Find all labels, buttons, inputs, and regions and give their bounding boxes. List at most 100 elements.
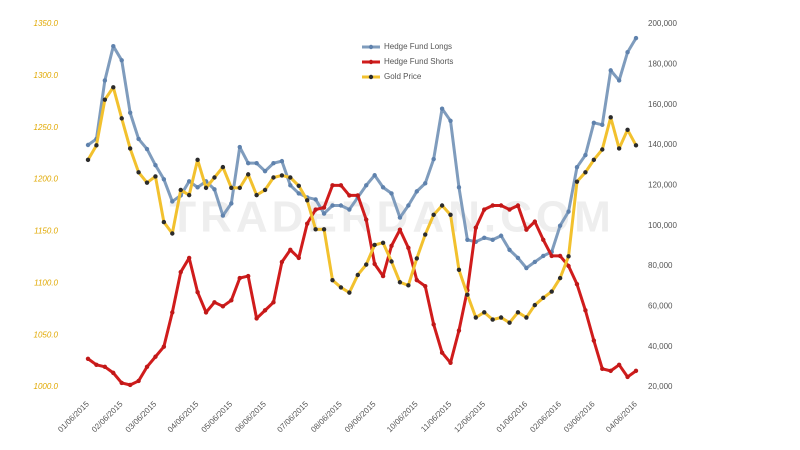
data-point [296, 183, 301, 188]
y-tick-label: 1100.0 [34, 278, 58, 287]
data-point [111, 85, 116, 90]
data-point [380, 185, 386, 190]
data-point [364, 217, 369, 222]
data-point [515, 310, 521, 315]
data-point [94, 362, 99, 368]
data-point [439, 106, 445, 111]
data-point [195, 157, 200, 163]
data-point [153, 174, 158, 179]
data-point [321, 227, 327, 232]
y-tick-label: 1000.0 [34, 382, 59, 391]
data-point [490, 317, 495, 322]
data-point [338, 285, 344, 290]
data-point [254, 316, 259, 321]
y2-tick-label: 60,000 [648, 301, 673, 310]
data-point [448, 118, 453, 124]
data-point [127, 382, 133, 388]
data-point [549, 289, 554, 294]
data-point [507, 207, 512, 212]
data-point [490, 237, 495, 242]
data-point [85, 157, 91, 163]
x-tick-label: 02/06/2015 [90, 399, 125, 434]
data-point [439, 350, 445, 355]
data-point [245, 160, 251, 166]
x-tick-label: 03/06/2016 [562, 399, 597, 434]
data-point [583, 152, 588, 158]
data-point [600, 147, 605, 152]
data-point [229, 185, 234, 191]
data-point [473, 225, 479, 230]
data-point [397, 280, 403, 285]
data-point [212, 187, 217, 192]
data-point [431, 212, 436, 218]
data-point [161, 344, 167, 349]
data-point [389, 243, 394, 249]
data-point [144, 146, 150, 152]
data-point [220, 304, 226, 309]
data-point [574, 281, 580, 287]
data-point [153, 162, 158, 168]
data-point [456, 267, 462, 273]
y2-tick-label: 160,000 [648, 100, 677, 109]
data-point [203, 310, 209, 315]
data-point [557, 223, 563, 228]
data-point [498, 203, 504, 208]
data-point [372, 173, 377, 178]
y-tick-label: 1200.0 [34, 175, 59, 184]
data-point [406, 203, 411, 208]
data-point [566, 263, 571, 269]
data-point [633, 35, 639, 41]
x-tick-label: 01/06/2016 [495, 399, 530, 434]
data-point [490, 203, 495, 208]
data-point [397, 227, 403, 232]
data-point [600, 366, 605, 372]
data-point [633, 143, 639, 148]
data-point [338, 203, 344, 208]
data-point [507, 247, 512, 253]
data-point [127, 110, 133, 115]
x-tick-label: 10/06/2015 [385, 399, 420, 434]
data-point [591, 120, 597, 126]
x-tick-label: 02/06/2016 [528, 399, 563, 434]
data-point [633, 368, 639, 374]
data-point [279, 173, 285, 178]
data-point [305, 198, 310, 203]
data-point [465, 292, 470, 297]
data-point [431, 156, 436, 162]
data-point [372, 242, 377, 248]
data-point [482, 207, 487, 212]
data-point [296, 255, 301, 261]
data-point [625, 374, 630, 380]
data-point [186, 179, 192, 184]
y2-tick-label: 120,000 [648, 180, 677, 189]
x-tick-label: 06/06/2015 [233, 399, 268, 434]
x-tick-label: 03/06/2015 [124, 399, 159, 434]
data-point [591, 157, 597, 163]
x-tick-label: 08/06/2015 [309, 399, 344, 434]
data-point [625, 127, 630, 132]
data-point [279, 158, 285, 164]
data-point [380, 273, 386, 279]
y2-tick-label: 100,000 [648, 221, 677, 230]
data-point [85, 356, 91, 361]
data-point [397, 215, 403, 220]
data-point [414, 277, 419, 283]
data-point [254, 160, 259, 166]
data-point [347, 290, 352, 295]
y-tick-label: 1150.0 [34, 227, 58, 236]
data-point [532, 302, 538, 308]
data-point [279, 259, 285, 265]
data-point [591, 338, 597, 343]
data-point [616, 362, 622, 368]
x-tick-label: 11/06/2015 [419, 399, 454, 434]
data-point [111, 370, 116, 376]
data-point [557, 275, 563, 281]
data-point [144, 364, 150, 370]
data-point [389, 191, 394, 196]
data-point [245, 273, 251, 279]
data-point [237, 144, 242, 150]
data-point [305, 221, 310, 226]
x-tick-label: 01/06/2015 [56, 399, 91, 434]
data-point [524, 265, 529, 271]
data-point [541, 295, 546, 301]
